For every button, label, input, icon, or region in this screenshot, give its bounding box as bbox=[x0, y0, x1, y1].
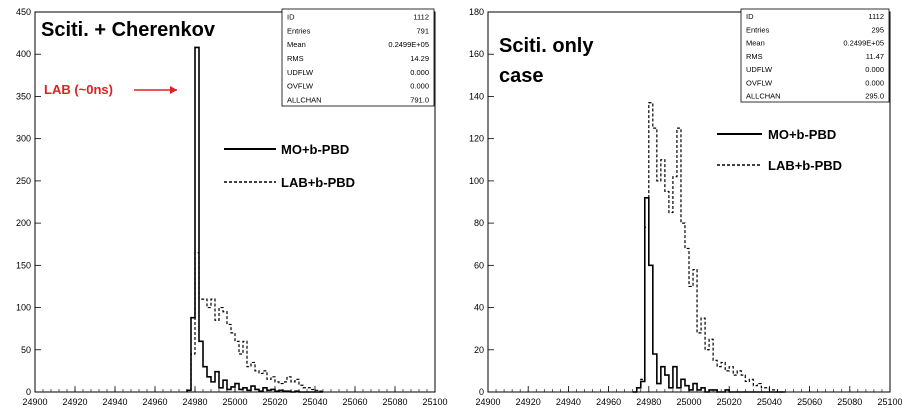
legend-label: LAB+b-PBD bbox=[768, 158, 842, 173]
chart-panel-right: 24900 24920 24940 24960 24980 25000 25020 25040… bbox=[469, 7, 902, 407]
y-tick-label: 50 bbox=[21, 345, 31, 355]
legend-label: LAB+b-PBD bbox=[281, 175, 355, 190]
x-tick-label: 24920 bbox=[516, 397, 541, 407]
stats-label: RMS bbox=[746, 52, 763, 61]
y-tick-label: 140 bbox=[469, 91, 484, 101]
stats-value: 1112 bbox=[868, 12, 884, 21]
x-tick-label: 25060 bbox=[342, 397, 367, 407]
stats-label: Entries bbox=[746, 25, 770, 34]
stats-label: UDFLW bbox=[287, 68, 314, 77]
x-tick-label: 24980 bbox=[636, 397, 661, 407]
stats-label: OVFLW bbox=[287, 82, 314, 91]
x-tick-label: 24960 bbox=[596, 397, 621, 407]
stats-label: ALLCHAN bbox=[287, 96, 322, 105]
x-tick-label: 25000 bbox=[222, 397, 247, 407]
stats-label: Mean bbox=[287, 40, 306, 49]
series-mo-b-pbd-line bbox=[632, 196, 786, 393]
x-tick-label: 25040 bbox=[302, 397, 327, 407]
x-tick-label: 25020 bbox=[717, 397, 742, 407]
stats-label: ID bbox=[746, 12, 754, 21]
x-tick-label: 25020 bbox=[262, 397, 287, 407]
stats-box bbox=[740, 8, 890, 103]
stats-value: 0.000 bbox=[410, 82, 429, 91]
stats-label: Entries bbox=[287, 26, 311, 35]
stats-label: ALLCHAN bbox=[746, 92, 781, 101]
x-tick-label: 24960 bbox=[142, 397, 167, 407]
stats-value: 295 bbox=[871, 25, 884, 34]
chart-panel-left: 24900 24920 24940 24960 24980 25000 25020 25040… bbox=[16, 7, 448, 407]
stats-value: 11.47 bbox=[866, 52, 884, 61]
x-tick-label: 24940 bbox=[556, 397, 581, 407]
series-lab-b-pbd-line bbox=[632, 102, 786, 393]
x-tick-label: 24920 bbox=[62, 397, 87, 407]
stats-value: 0.2499E+05 bbox=[843, 39, 884, 48]
y-tick-label: 250 bbox=[16, 176, 31, 186]
stats-label: Mean bbox=[746, 39, 765, 48]
stats-value: 1112 bbox=[413, 12, 429, 21]
series-lab-b-pbd-line bbox=[186, 252, 324, 392]
y-tick-label: 200 bbox=[16, 218, 31, 228]
y-tick-label: 0 bbox=[479, 387, 484, 397]
x-tick-label: 24900 bbox=[475, 397, 500, 407]
stats-value: 0.000 bbox=[865, 65, 884, 74]
x-tick-label: 25080 bbox=[837, 397, 862, 407]
y-tick-label: 120 bbox=[469, 134, 484, 144]
x-tick-label: 24940 bbox=[102, 397, 127, 407]
legend-label: MO+b-PBD bbox=[768, 127, 836, 142]
y-tick-label: 150 bbox=[16, 260, 31, 270]
stats-box bbox=[281, 8, 435, 107]
legend-label: MO+b-PBD bbox=[281, 142, 349, 157]
panel-title: case bbox=[499, 65, 544, 87]
x-tick-label: 24980 bbox=[182, 397, 207, 407]
x-tick-label: 25100 bbox=[877, 397, 902, 407]
y-tick-label: 60 bbox=[474, 260, 484, 270]
stats-value: 14.29 bbox=[410, 54, 429, 63]
x-tick-label: 25080 bbox=[382, 397, 407, 407]
y-tick-label: 100 bbox=[16, 303, 31, 313]
annotation-label: LAB (~0ns) bbox=[44, 82, 113, 97]
panel-title: Sciti. + Cherenkov bbox=[41, 19, 216, 41]
y-tick-label: 300 bbox=[16, 134, 31, 144]
y-tick-label: 450 bbox=[16, 7, 31, 17]
y-tick-label: 0 bbox=[26, 387, 31, 397]
stats-value: 295.0 bbox=[865, 92, 884, 101]
x-tick-label: 25000 bbox=[676, 397, 701, 407]
series-mo-b-pbd-line bbox=[186, 46, 323, 393]
y-tick-label: 160 bbox=[469, 49, 484, 59]
y-tick-label: 400 bbox=[16, 49, 31, 59]
x-tick-label: 25060 bbox=[797, 397, 822, 407]
stats-value: 0.000 bbox=[865, 78, 884, 87]
x-tick-label: 24900 bbox=[22, 397, 47, 407]
stats-label: RMS bbox=[287, 54, 304, 63]
stats-label: UDFLW bbox=[746, 65, 773, 74]
y-tick-label: 20 bbox=[474, 345, 484, 355]
x-tick-label: 25100 bbox=[422, 397, 447, 407]
y-tick-label: 40 bbox=[474, 303, 484, 313]
y-tick-label: 80 bbox=[474, 218, 484, 228]
x-tick-label: 25040 bbox=[757, 397, 782, 407]
y-tick-label: 350 bbox=[16, 91, 31, 101]
stats-label: ID bbox=[287, 12, 295, 21]
panel-title: Sciti. only bbox=[499, 35, 594, 57]
stats-value: 0.2499E+05 bbox=[388, 40, 429, 49]
stats-value: 791 bbox=[416, 26, 429, 35]
y-tick-label: 180 bbox=[469, 7, 484, 17]
stats-value: 791.0 bbox=[410, 96, 429, 105]
y-tick-label: 100 bbox=[469, 176, 484, 186]
stats-label: OVFLW bbox=[746, 78, 773, 87]
stats-value: 0.000 bbox=[410, 68, 429, 77]
annotation-arrow-head bbox=[170, 86, 177, 94]
